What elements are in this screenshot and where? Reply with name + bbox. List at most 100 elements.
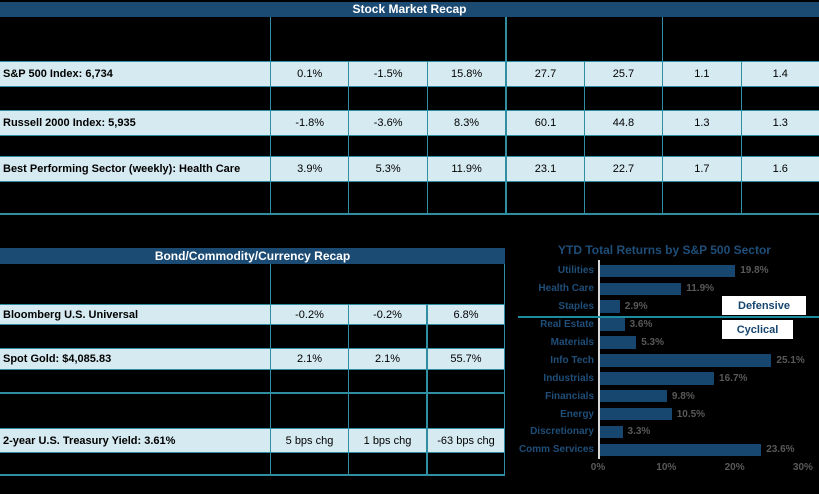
chart-value-label: 11.9% (686, 283, 715, 295)
spacer-cell (426, 136, 505, 156)
chart-category-label: Materials (550, 337, 594, 348)
bond-table-header-row (0, 264, 505, 304)
chart-bar-row: Industrials 16.7% (510, 369, 819, 387)
ytd-sector-returns-chart: YTD Total Returns by S&P 500 Sector Util… (510, 238, 819, 494)
stock-table-title: Stock Market Recap (0, 2, 819, 17)
chart-value-label: 23.6% (766, 444, 795, 456)
table-row-bloomberg-universal: Bloomberg U.S. Universal -0.2% -0.2% 6.8… (0, 304, 505, 325)
cell-value: 1.6 (740, 157, 819, 181)
spacer-cell (662, 87, 740, 110)
chart-bar-row: Real Estate 3.6% (510, 316, 819, 334)
cell-value: 1.3 (740, 111, 819, 135)
chart-category-label: Staples (558, 301, 594, 313)
spacer-cell (426, 370, 504, 392)
spacer-cell (583, 182, 662, 213)
spacer-row (0, 325, 505, 348)
cell-value: -1.8% (270, 111, 349, 135)
spacer-cell (270, 453, 348, 474)
chart-bar (600, 389, 667, 403)
cell-value: 25.7 (583, 62, 663, 86)
cell-value: 8.3% (426, 111, 506, 135)
cell-value: 15.8% (426, 62, 506, 86)
defensive-cyclical-divider-line (518, 316, 819, 318)
chart-value-label: 10.5% (676, 408, 706, 420)
header-cell (270, 17, 505, 61)
chart-bar-row: Utilities 19.8% (510, 262, 819, 280)
chart-bar (600, 264, 736, 278)
table-bottom-border (0, 474, 505, 476)
spacer-cell (505, 87, 583, 110)
spacer-cell (0, 325, 270, 348)
cell-value: 27.7 (505, 62, 584, 86)
cell-value: 3.9% (270, 157, 349, 181)
cell-value: -63 bps chg (426, 429, 504, 452)
chart-value-label: 3.6% (629, 319, 653, 331)
spacer-cell (426, 394, 504, 428)
chart-category-label: Comm Services (518, 444, 594, 456)
chart-value-label: 9.8% (671, 390, 695, 402)
y-axis-line (598, 260, 600, 459)
spacer-cell (583, 87, 662, 110)
table-row-2yr-treasury: 2-year U.S. Treasury Yield: 3.61% 5 bps … (0, 428, 505, 453)
header-cell (0, 17, 270, 61)
row-label: S&P 500 Index: 6,734 (0, 62, 270, 86)
spacer-cell (270, 87, 348, 110)
spacer-cell (348, 453, 426, 474)
header-cell (0, 264, 270, 304)
chart-category-label: Real Estate (540, 319, 594, 331)
header-cell (270, 264, 505, 304)
chart-category-label: Industrials (543, 372, 594, 384)
spacer-cell (740, 87, 819, 110)
cell-value: 1.3 (662, 111, 741, 135)
spacer-cell (426, 182, 505, 213)
chart-category-label: Utilities (557, 265, 594, 277)
x-axis-tick-label: 20% (724, 462, 745, 473)
chart-bar (600, 407, 672, 421)
spacer-cell (505, 136, 583, 156)
spacer-cell (662, 136, 740, 156)
cell-value: 44.8 (583, 111, 663, 135)
spacer-row (0, 136, 819, 156)
spacer-cell (270, 325, 348, 348)
chart-category-label: Energy (560, 408, 594, 420)
spacer-cell (348, 182, 426, 213)
spacer-cell (0, 136, 270, 156)
cell-value: -0.2% (270, 305, 348, 324)
chart-bar (600, 372, 715, 385)
spacer-row (0, 453, 505, 474)
chart-bar (600, 354, 772, 367)
spacer-row (0, 394, 505, 428)
chart-bar-row: Materials 5.3% (510, 334, 819, 352)
cell-value: 6.8% (426, 305, 504, 324)
spacer-cell (270, 136, 348, 156)
chart-bar (600, 443, 762, 457)
chart-bar (600, 425, 623, 439)
x-axis-tick-label: 0% (590, 462, 606, 473)
spacer-cell (426, 325, 504, 348)
row-label: Best Performing Sector (weekly): Health … (0, 157, 270, 181)
cell-value: 1.4 (740, 62, 819, 86)
chart-bar (600, 318, 625, 331)
chart-title: YTD Total Returns by S&P 500 Sector (558, 243, 771, 257)
cell-value: 60.1 (505, 111, 584, 135)
spacer-cell (426, 87, 505, 110)
chart-bar-row: Energy 10.5% (510, 405, 819, 423)
spacer-row (0, 87, 819, 110)
table-divider-line (0, 392, 505, 394)
chart-bar-row: Financials 9.8% (510, 387, 819, 405)
chart-bar-row: Health Care 11.9% (510, 280, 819, 298)
row-label: Russell 2000 Index: 5,935 (0, 111, 270, 135)
cell-value: -1.5% (348, 62, 427, 86)
cell-value: 23.1 (505, 157, 584, 181)
spacer-cell (740, 136, 819, 156)
bond-commodity-currency-table: Bond/Commodity/Currency Recap Bloomberg … (0, 248, 505, 476)
x-axis-tick-label: 30% (792, 462, 813, 473)
table-row-best-sector: Best Performing Sector (weekly): Health … (0, 156, 819, 182)
spacer-cell (583, 136, 662, 156)
spacer-cell (740, 182, 819, 213)
spacer-cell (270, 182, 348, 213)
spacer-cell (348, 87, 426, 110)
x-axis-tick-label: 10% (656, 462, 677, 473)
cell-value: 0.1% (270, 62, 349, 86)
